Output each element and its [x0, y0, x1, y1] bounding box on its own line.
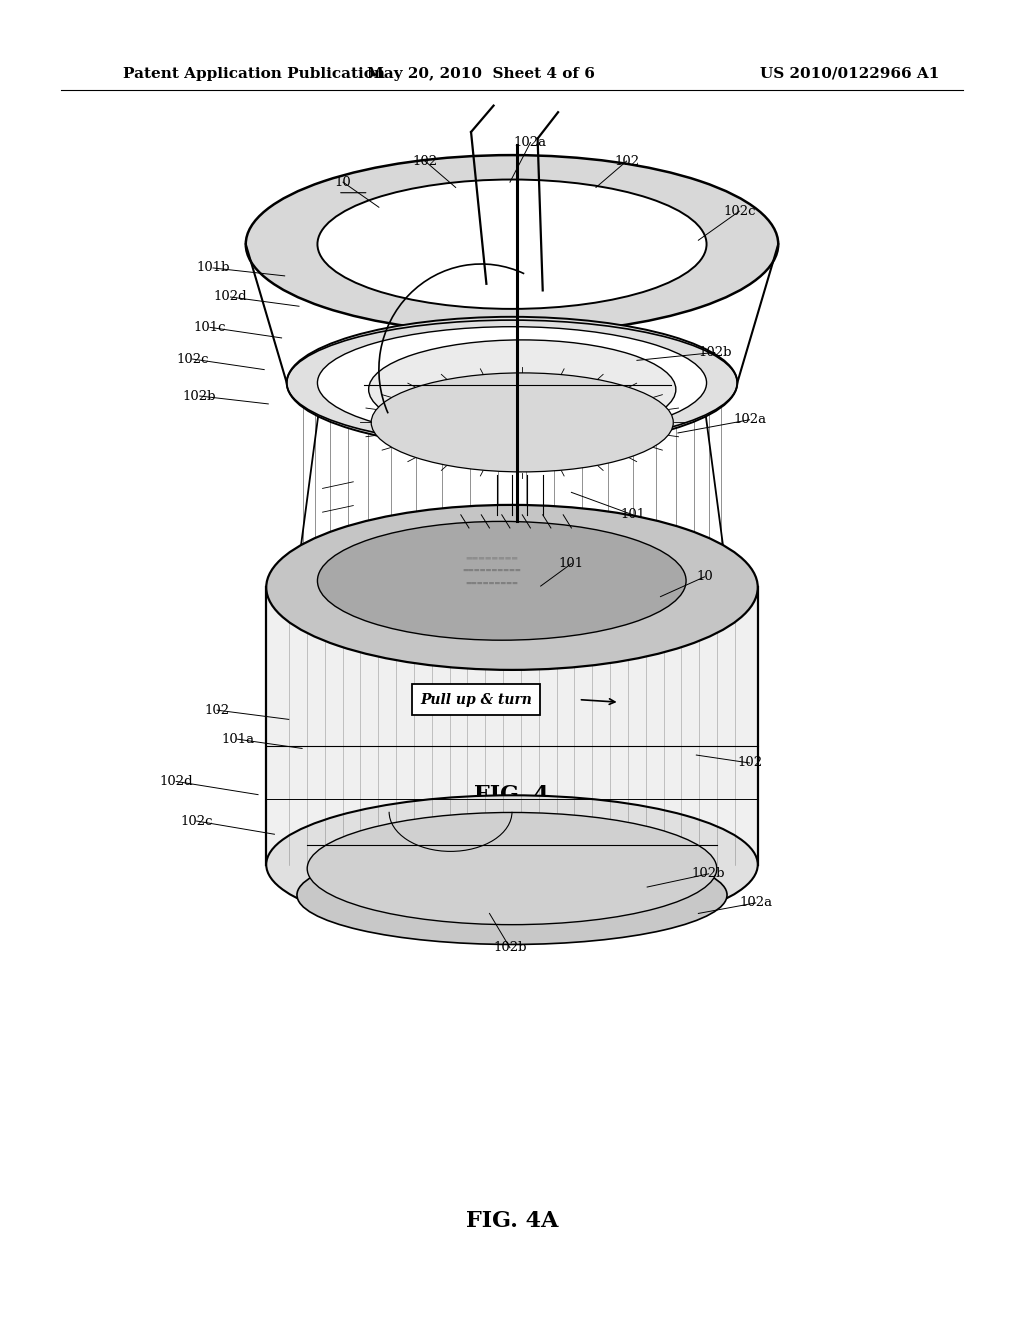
Text: 102d: 102d [214, 290, 247, 304]
Text: ▬▬▬▬▬▬▬▬: ▬▬▬▬▬▬▬▬ [465, 554, 518, 560]
Text: 102: 102 [205, 704, 229, 717]
Text: 102a: 102a [739, 896, 772, 909]
Ellipse shape [317, 521, 686, 640]
Ellipse shape [266, 795, 758, 935]
Text: 10: 10 [335, 176, 351, 189]
Text: May 20, 2010  Sheet 4 of 6: May 20, 2010 Sheet 4 of 6 [368, 67, 595, 81]
Text: 102b: 102b [698, 346, 731, 359]
Text: FIG. 4: FIG. 4 [474, 784, 550, 805]
Text: 101b: 101b [197, 261, 229, 275]
Text: 102c: 102c [176, 352, 209, 366]
Text: 102b: 102b [494, 941, 526, 954]
Text: Patent Application Publication: Patent Application Publication [123, 67, 385, 81]
Ellipse shape [287, 317, 737, 449]
Ellipse shape [372, 374, 674, 473]
Text: 102a: 102a [733, 413, 766, 426]
Text: 102c: 102c [180, 814, 213, 828]
Text: 102d: 102d [160, 775, 193, 788]
Text: 101c: 101c [194, 321, 226, 334]
Text: Pull up & turn: Pull up & turn [420, 693, 532, 706]
Polygon shape [266, 587, 758, 865]
Text: 101a: 101a [221, 733, 254, 746]
Text: 102: 102 [737, 756, 762, 770]
Ellipse shape [317, 327, 707, 438]
Ellipse shape [246, 156, 778, 334]
Text: US 2010/0122966 A1: US 2010/0122966 A1 [760, 67, 940, 81]
Ellipse shape [297, 846, 727, 945]
Text: 102: 102 [614, 154, 639, 168]
Ellipse shape [266, 506, 758, 671]
Ellipse shape [317, 180, 707, 309]
Text: 102b: 102b [692, 867, 725, 880]
Text: 102b: 102b [183, 389, 216, 403]
Ellipse shape [307, 813, 717, 925]
Text: 10: 10 [696, 570, 713, 583]
Text: 102: 102 [413, 154, 437, 168]
Text: ▬▬▬▬▬▬▬▬▬: ▬▬▬▬▬▬▬▬▬ [465, 581, 518, 586]
Text: 101: 101 [621, 508, 645, 521]
Text: 101: 101 [559, 557, 584, 570]
Ellipse shape [369, 341, 676, 438]
Text: ▬▬▬▬▬▬▬▬▬▬: ▬▬▬▬▬▬▬▬▬▬ [462, 568, 521, 573]
Text: 102c: 102c [723, 205, 756, 218]
Text: 102a: 102a [514, 136, 547, 149]
Ellipse shape [287, 591, 737, 717]
Text: FIG. 4A: FIG. 4A [466, 1210, 558, 1232]
